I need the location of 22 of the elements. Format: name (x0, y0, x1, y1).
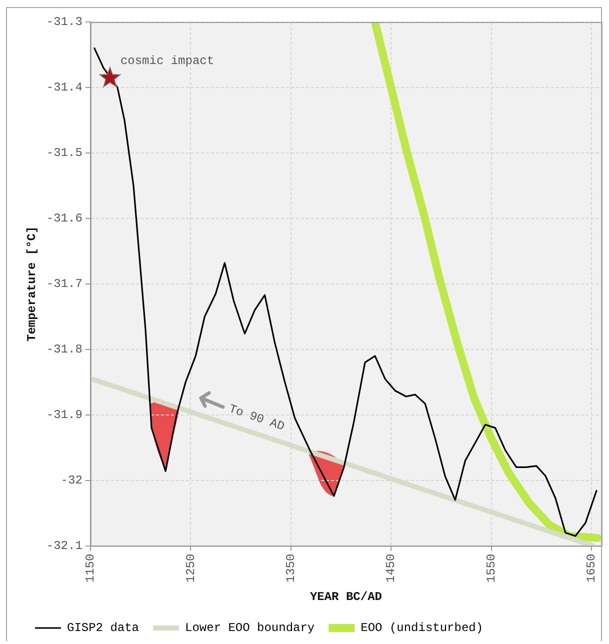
annotation: To 90 AD (227, 402, 286, 434)
y-tick-label: -31.5 (46, 146, 82, 160)
y-tick-label: -31.7 (46, 277, 82, 292)
x-axis-title: YEAR BC/AD (310, 590, 382, 604)
y-tick-label: -31.6 (46, 212, 82, 226)
x-tick-label: 1150 (84, 554, 98, 583)
x-tick-label: 1650 (584, 554, 599, 583)
x-tick-label: 1550 (484, 554, 498, 583)
y-tick-label: -31.9 (46, 408, 82, 422)
legend-label: EOO (undisturbed) (360, 621, 484, 636)
y-axis-title: Temperature [°C] (25, 226, 40, 342)
annotation: cosmic impact (120, 54, 214, 68)
x-tick-label: 1350 (284, 554, 298, 583)
legend-label: GISP2 data (67, 621, 140, 636)
y-tick-label: -31.8 (46, 342, 82, 357)
y-tick-label: -32.1 (46, 538, 82, 553)
x-tick-label: 1250 (184, 554, 198, 583)
y-tick-label: -32 (60, 473, 82, 488)
y-tick-label: -31.4 (46, 80, 82, 95)
legend-label: Lower EOO boundary (185, 621, 315, 636)
x-tick-label: 1450 (384, 554, 398, 583)
y-tick-label: -31.3 (46, 15, 82, 30)
